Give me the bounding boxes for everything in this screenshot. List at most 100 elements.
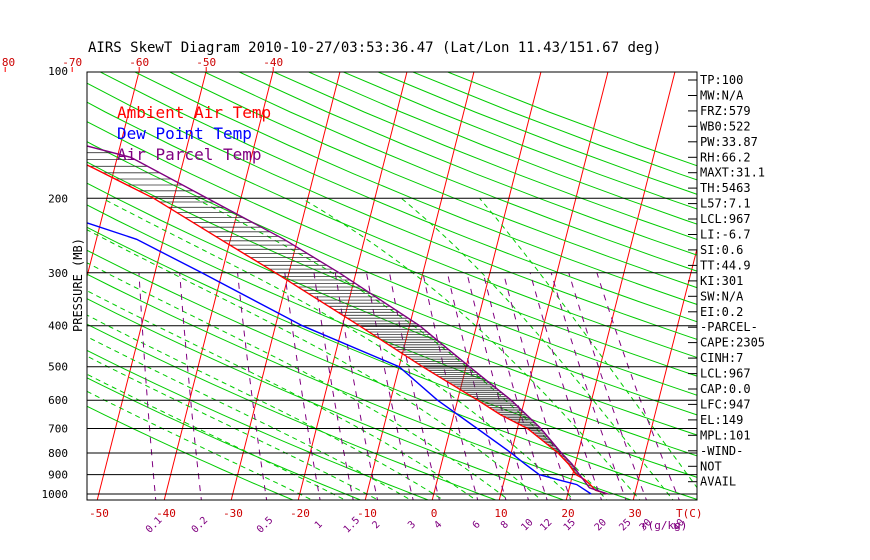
legend-air-parcel-temp: Air Parcel Temp [117, 145, 262, 164]
dry-adiabat-300 [87, 273, 633, 500]
dry-adiabat-500 [446, 72, 697, 167]
mixing-ratio-lines [138, 272, 680, 500]
pressure-grid-lines [87, 197, 697, 495]
index-item: L57:7.1 [700, 197, 751, 211]
mixing-ratio-label-0.2: 0.2 [190, 515, 211, 536]
mixing-ratio-line-3 [366, 272, 414, 500]
bottom-tick-label-20: 20 [561, 507, 574, 520]
bottom-tick-label-0: 0 [431, 507, 438, 520]
mixing-ratio-line-15 [502, 272, 572, 500]
index-item: MW:N/A [700, 89, 744, 103]
index-item: WB0:522 [700, 119, 751, 133]
mixing-ratio-label-0.5: 0.5 [255, 515, 276, 536]
pressure-tick-600: 600 [48, 394, 68, 407]
plot-frame [86, 71, 698, 501]
legend-dew-point-temp: Dew Point Temp [117, 124, 252, 143]
index-item: AVAIL [700, 475, 736, 489]
mixing-ratio-line-0.5 [237, 272, 268, 500]
bottom-tick-label--40: -40 [156, 507, 176, 520]
bottom-tick-label-10: 10 [494, 507, 507, 520]
series-air-parcel-temp [87, 145, 609, 495]
pressure-tick-400: 400 [48, 320, 68, 333]
dry-adiabat-480 [376, 72, 697, 195]
moist-adiabat-15 [87, 229, 543, 500]
mixing-ratio-line-1.5 [313, 272, 354, 500]
index-item: CAPE:2305 [700, 336, 765, 350]
dry-adiabat-410 [133, 72, 697, 305]
dry-adiabat-380 [87, 101, 697, 359]
pressure-tick-500: 500 [48, 361, 68, 374]
isotherm--10 [364, 72, 475, 500]
index-item: LFC:947 [700, 397, 751, 411]
dry-adiabat-340 [87, 182, 697, 436]
index-item: TP:100 [700, 73, 743, 87]
dry-adiabat-370 [87, 121, 697, 377]
y-axis-label: PRESSURE (MB) [71, 238, 85, 332]
isotherm-10 [498, 72, 609, 500]
pressure-tick-1000: 1000 [42, 488, 69, 501]
dry-adiabat-330 [87, 204, 697, 457]
index-item: LI:-6.7 [700, 228, 751, 242]
bottom-temperature-ticks: -50 -40 -30 -20 -10 0 10 20 30 [89, 507, 642, 520]
index-item: SI:0.6 [700, 243, 743, 257]
index-item: MAXT:31.1 [700, 166, 765, 180]
dry-adiabat-430 [203, 72, 697, 272]
mixing-ratio-line-40 [596, 272, 680, 500]
isotherm--40 [163, 72, 274, 500]
isotherm--50 [96, 72, 207, 500]
top-tick-label--40: -40 [263, 56, 283, 69]
temperature-unit-label: T(C) [676, 507, 703, 520]
mixing-ratio-label-1: 1 [313, 519, 325, 531]
mixing-ratio-line-8 [446, 272, 507, 500]
dry-adiabat-260 [87, 377, 362, 500]
index-item: NOT [700, 459, 722, 473]
moist-adiabat-lines [87, 197, 697, 500]
dry-adiabat-290 [87, 298, 565, 500]
index-item: MPL:101 [700, 428, 751, 442]
index-item: SW:N/A [700, 289, 744, 303]
top-temperature-ticks: -120-110-100-90-80-70-60-50-40 [0, 56, 283, 72]
moist-adiabat-20 [102, 197, 575, 500]
dry-adiabat-280 [87, 323, 498, 500]
bottom-tick-label--10: -10 [357, 507, 377, 520]
cape-hatching [87, 152, 603, 493]
mixing-ratio-line-10 [466, 272, 529, 500]
series-dew-point-temp [87, 222, 592, 495]
index-item: RH:66.2 [700, 150, 751, 164]
top-tick-label--50: -50 [196, 56, 216, 69]
mixing-ratio-line-4 [389, 272, 440, 500]
mixing-ratio-line-25 [550, 272, 627, 500]
index-item: CINH:7 [700, 351, 743, 365]
top-tick-label--70: -70 [62, 56, 82, 69]
moist-adiabat-10 [87, 262, 510, 500]
isotherm--60 [87, 72, 140, 279]
dry-adiabat-420 [168, 72, 697, 289]
dry-adiabat-390 [87, 82, 697, 340]
mixing-ratio-line-30 [568, 272, 648, 500]
bottom-tick-label--50: -50 [89, 507, 109, 520]
moist-adiabat-35 [401, 197, 674, 500]
isotherm--70 [0, 71, 72, 503]
top-tick-label--60: -60 [129, 56, 149, 69]
bottom-tick-label--30: -30 [223, 507, 243, 520]
chart-title: AIRS SkewT Diagram 2010-10-27/03:53:36.4… [88, 40, 661, 56]
dry-adiabat-400 [99, 72, 697, 323]
moist-adiabat--10 [87, 355, 380, 500]
isotherm-50 [766, 71, 870, 503]
pressure-tick-labels: 100 200 300 400 500 600 700 800 900 1000 [42, 65, 69, 501]
index-item: CAP:0.0 [700, 382, 751, 396]
dry-adiabat-250 [87, 405, 295, 500]
isotherm-20 [565, 72, 676, 500]
index-item: TH:5463 [700, 181, 751, 195]
bottom-tick-label--20: -20 [290, 507, 310, 520]
moist-adiabat--20 [87, 390, 314, 500]
index-item: -PARCEL- [700, 320, 758, 334]
moist-adiabat-40 [479, 197, 697, 489]
index-item: TT:44.9 [700, 258, 751, 272]
index-item: FRZ:579 [700, 104, 751, 118]
index-item: KI:301 [700, 274, 743, 288]
dry-adiabat-490 [411, 72, 697, 181]
pressure-tick-200: 200 [48, 192, 68, 205]
